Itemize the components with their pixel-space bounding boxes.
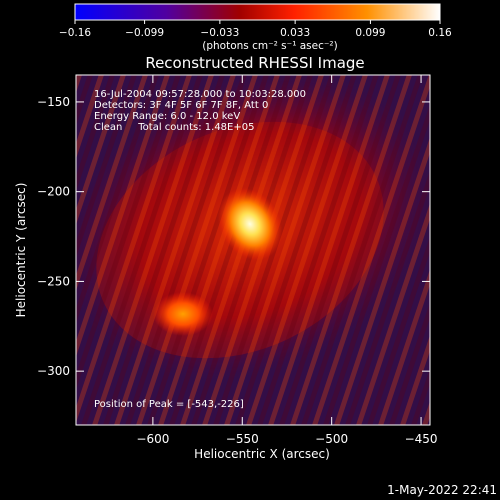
colorbar-tick-label: 0.099 xyxy=(355,27,385,39)
annotations: 16-Jul-2004 09:57:28.000 to 10:03:28.000… xyxy=(94,89,306,133)
x-axis-ticks: −600 −550 −500 −450 xyxy=(136,75,438,446)
x-tick-label: −550 xyxy=(226,432,259,446)
x-tick-label: −600 xyxy=(136,432,169,446)
x-tick-label: −450 xyxy=(405,432,438,446)
annotation-energy: Energy Range: 6.0 - 12.0 keV xyxy=(94,111,240,122)
colorbar-tick-label: −0.099 xyxy=(125,27,164,39)
source-peak xyxy=(217,187,283,261)
colorbar-tick-label: 0.16 xyxy=(428,27,452,39)
heatmap-image xyxy=(76,75,430,425)
y-tick-label: −300 xyxy=(37,364,70,378)
y-tick-label: −250 xyxy=(37,274,70,288)
annotation-clean: Clean Total counts: 1.48E+05 xyxy=(94,122,254,133)
timestamp: 1-May-2022 22:41 xyxy=(387,483,497,497)
peak-position-label: Position of Peak = [-543,-226] xyxy=(94,399,244,410)
colorbar-unit-label: (photons cm⁻² s⁻¹ asec⁻²) xyxy=(202,40,337,52)
annotation-time: 16-Jul-2004 09:57:28.000 to 10:03:28.000 xyxy=(94,89,306,100)
source-secondary xyxy=(153,292,213,336)
y-tick-label: −200 xyxy=(37,185,70,199)
plot-frame xyxy=(75,74,431,426)
annotation-detectors: Detectors: 3F 4F 5F 6F 7F 8F, Att 0 xyxy=(94,100,268,111)
colorbar xyxy=(74,3,441,21)
chart-title: Reconstructed RHESSI Image xyxy=(145,54,364,72)
colorbar-tick-label: −0.16 xyxy=(59,27,91,39)
colorbar-ticks: −0.16 −0.099 −0.033 0.033 0.099 0.16 xyxy=(59,20,452,39)
x-tick-label: −500 xyxy=(315,432,348,446)
y-axis-label: Heliocentric Y (arcsec) xyxy=(14,183,28,318)
y-tick-label: −150 xyxy=(37,95,70,109)
y-axis-ticks: −150 −200 −250 −300 xyxy=(37,95,430,378)
x-axis-label: Heliocentric X (arcsec) xyxy=(194,447,330,461)
colorbar-tick-label: 0.033 xyxy=(280,27,310,39)
colorbar-tick-label: −0.033 xyxy=(200,27,239,39)
